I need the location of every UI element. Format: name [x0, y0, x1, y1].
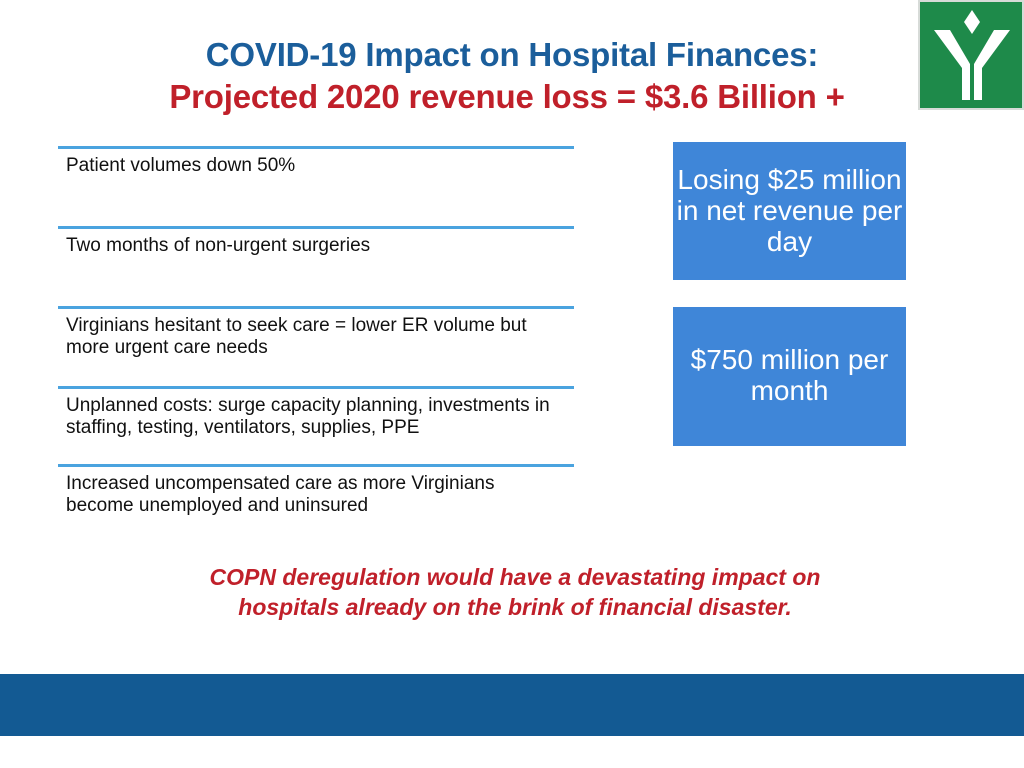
warning-line-1: COPN deregulation would have a devastati… — [209, 564, 821, 590]
impact-item-uncompensated-care: Increased uncompensated care as more Vir… — [58, 464, 574, 524]
callout-daily-loss: Losing $25 million in net revenue per da… — [673, 142, 906, 280]
impact-item-er-volume: Virginians hesitant to seek care = lower… — [58, 306, 574, 386]
slide-subtitle: Projected 2020 revenue loss = $3.6 Billi… — [169, 78, 845, 115]
impact-item-surgeries: Two months of non-urgent surgeries — [58, 226, 574, 306]
warning-line-2: hospitals already on the brink of financ… — [238, 594, 792, 620]
impact-item-unplanned-costs: Unplanned costs: surge capacity planning… — [58, 386, 574, 466]
stylized-y-logo-icon — [934, 10, 1010, 100]
organization-logo — [918, 0, 1024, 110]
callout-monthly-loss: $750 million per month — [673, 307, 906, 446]
warning-statement: COPN deregulation would have a devastati… — [100, 562, 930, 622]
footer-bar — [0, 674, 1024, 736]
slide-title: COVID-19 Impact on Hospital Finances: — [205, 36, 819, 73]
impact-item-patient-volumes: Patient volumes down 50% — [58, 146, 574, 226]
